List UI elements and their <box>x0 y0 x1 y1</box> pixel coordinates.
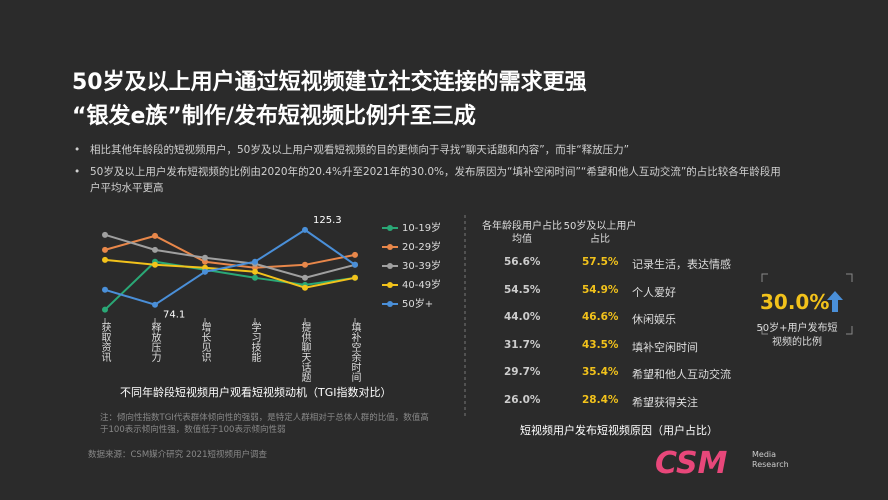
x-tick-label: 获取资讯 <box>99 322 110 362</box>
data-point <box>102 286 108 293</box>
table-value: 46.6% <box>582 311 619 323</box>
data-point <box>252 258 258 265</box>
legend-label: 50岁+ <box>402 297 433 310</box>
legend-label: 30-39岁 <box>402 259 441 272</box>
data-point <box>302 284 308 291</box>
table-caption: 短视频用户发布短视频原因（用户占比） <box>520 424 718 437</box>
slide-title: “银发e族”制作/发布短视频比例升至三成 <box>72 104 476 129</box>
table-value: 57.5% <box>582 256 619 268</box>
data-point <box>102 256 108 263</box>
table-header: 50岁及以上用户占比 <box>563 221 637 245</box>
data-point <box>302 226 308 233</box>
x-tick-label: 释放压力 <box>149 322 160 362</box>
table-label: 个人爱好 <box>632 285 676 299</box>
data-point <box>352 261 358 268</box>
series-line <box>104 234 356 269</box>
data-label: 125.3 <box>313 215 342 226</box>
table-value: 44.0% <box>504 311 541 323</box>
table-value: 54.9% <box>582 283 619 296</box>
data-point <box>352 274 358 281</box>
table-header: 各年龄段用户占比均值 <box>482 221 562 245</box>
table-value: 29.7% <box>504 366 541 378</box>
data-point <box>252 268 258 275</box>
source: 数据来源：CSM媒介研究 2021短视频用户调查 <box>88 450 267 460</box>
logo-sub: Media Research <box>752 450 789 469</box>
data-point <box>302 274 308 281</box>
legend-marker <box>387 263 393 269</box>
x-tick-label: 提供聊天话题 <box>299 322 310 382</box>
data-point <box>102 306 108 313</box>
callout-value: 30.0% <box>760 290 830 314</box>
data-point <box>152 261 158 268</box>
data-point <box>302 261 308 268</box>
x-tick-label: 填补空余时间 <box>349 322 360 382</box>
table-label: 休闲娱乐 <box>632 313 676 326</box>
series-line <box>104 258 356 289</box>
table-label: 希望获得关注 <box>632 395 698 409</box>
table-value: 31.7% <box>504 338 541 351</box>
legend-marker <box>387 282 393 288</box>
bullet: 相比其他年龄段的短视频用户，50岁及以上用户观看短视频的目的更倾向于寻找“聊天话… <box>74 142 790 158</box>
table-value: 54.5% <box>504 283 541 296</box>
chart-title: 不同年龄段短视频用户观看短视频动机（TGI指数对比） <box>120 386 392 399</box>
table-value: 43.5% <box>582 338 619 351</box>
legend-label: 40-49岁 <box>402 278 441 291</box>
legend-marker <box>387 301 393 307</box>
table-value: 35.4% <box>582 366 619 378</box>
data-point <box>102 231 108 238</box>
logo: CSM <box>655 446 728 481</box>
data-point <box>252 274 258 281</box>
data-point <box>152 301 158 308</box>
data-label: 74.1 <box>163 310 185 321</box>
callout-text: 50岁+用户发布短视频的比例 <box>756 323 838 348</box>
x-tick-label: 学习技能 <box>249 322 260 362</box>
x-tick-label: 增长见识 <box>199 322 210 362</box>
series-line <box>104 233 356 279</box>
data-point <box>152 246 158 253</box>
data-point <box>102 246 108 253</box>
data-point <box>152 232 158 239</box>
table-label: 填补空闲时间 <box>632 340 698 354</box>
table-value: 28.4% <box>582 393 619 406</box>
legend-label: 20-29岁 <box>402 240 441 253</box>
data-point <box>202 254 208 261</box>
data-point <box>202 268 208 275</box>
table-value: 26.0% <box>504 393 541 406</box>
table-label: 希望和他人互动交流 <box>632 368 731 381</box>
up-arrow <box>827 291 843 312</box>
bullet: 50岁及以上用户发布短视频的比例由2020年的20.4%升至2021年的30.0… <box>74 164 790 196</box>
callout-bracket <box>761 273 853 335</box>
table-label: 记录生活，表达情感 <box>632 258 731 271</box>
legend-label: 10-19岁 <box>402 221 441 234</box>
chart-note: 注：倾向性指数TGI代表群体倾向性的强弱，是特定人群相对于总体人群的比值，数值高… <box>100 413 429 435</box>
table-value: 56.6% <box>504 256 541 268</box>
series-line <box>104 260 356 311</box>
legend-marker <box>387 244 393 250</box>
slide-title: 50岁及以上用户通过短视频建立社交连接的需求更强 <box>72 70 587 95</box>
series-line <box>104 228 356 306</box>
data-point <box>352 251 358 258</box>
legend-marker <box>387 225 393 231</box>
